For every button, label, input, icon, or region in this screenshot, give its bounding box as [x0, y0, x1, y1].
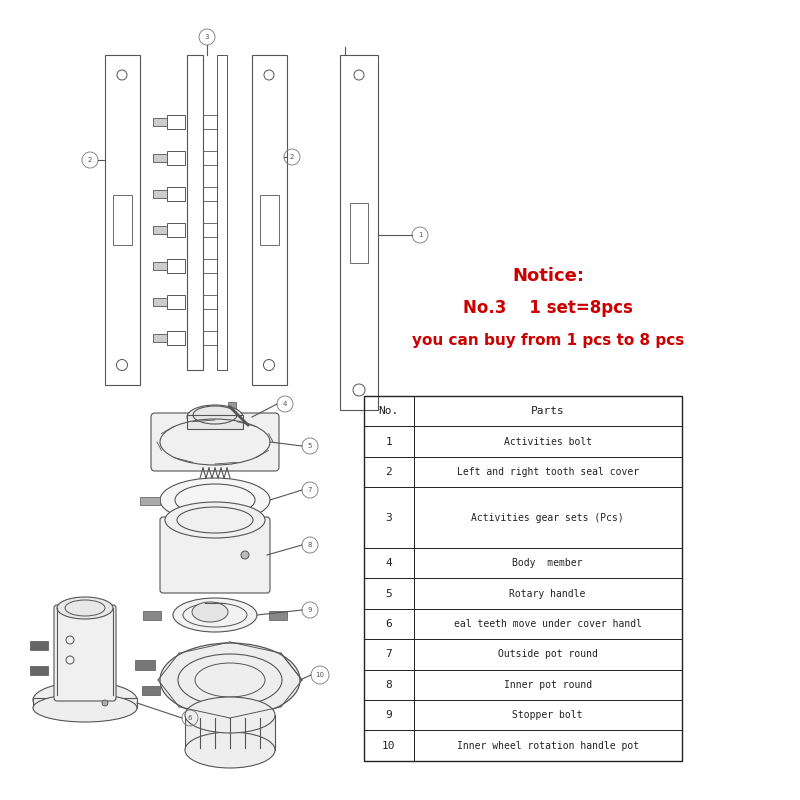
Bar [350, 203, 368, 263]
Bar [153, 262, 167, 270]
Bar [269, 611, 287, 620]
Text: Activities gear sets (Pcs): Activities gear sets (Pcs) [471, 513, 624, 522]
Bar [187, 415, 243, 429]
Text: you can buy from 1 pcs to 8 pcs: you can buy from 1 pcs to 8 pcs [412, 333, 684, 347]
Bar [203, 151, 217, 165]
Ellipse shape [165, 502, 265, 538]
Bar [203, 187, 217, 201]
Text: Activities bolt: Activities bolt [503, 437, 592, 446]
Text: 2: 2 [386, 467, 392, 477]
Text: 3: 3 [205, 34, 210, 40]
Circle shape [102, 700, 108, 706]
Bar [364, 396, 682, 761]
Text: 9: 9 [386, 710, 392, 720]
Bar [167, 187, 185, 201]
Ellipse shape [187, 405, 243, 429]
Bar [135, 660, 155, 670]
Text: Body  member: Body member [512, 558, 583, 568]
Bar [260, 195, 279, 245]
Bar [113, 195, 132, 245]
Bar [203, 331, 217, 345]
Text: 5: 5 [386, 589, 392, 598]
Bar [143, 611, 161, 620]
Bar [203, 115, 217, 129]
Text: Notice:: Notice: [512, 267, 584, 285]
FancyBboxPatch shape [54, 605, 116, 701]
Bar [30, 641, 48, 650]
Text: Parts: Parts [530, 406, 565, 416]
Ellipse shape [57, 597, 113, 619]
Text: 4: 4 [386, 558, 392, 568]
Bar [167, 115, 185, 129]
Bar [153, 190, 167, 198]
Bar [203, 259, 217, 273]
Ellipse shape [173, 598, 257, 632]
Circle shape [241, 551, 249, 559]
Text: 7: 7 [386, 650, 392, 659]
Bar [217, 55, 227, 370]
Bar [167, 331, 185, 345]
Ellipse shape [185, 697, 275, 733]
Text: 1: 1 [418, 232, 422, 238]
Text: Inner wheel rotation handle pot: Inner wheel rotation handle pot [457, 741, 638, 750]
Text: 10: 10 [382, 741, 395, 750]
Bar [167, 151, 185, 165]
Text: Inner pot round: Inner pot round [503, 680, 592, 690]
Text: 1: 1 [386, 437, 392, 446]
Bar [142, 686, 160, 695]
FancyBboxPatch shape [151, 413, 279, 471]
Ellipse shape [185, 732, 275, 768]
Bar [203, 295, 217, 309]
Text: 2: 2 [88, 157, 92, 163]
Bar [340, 55, 378, 410]
Text: 9: 9 [308, 607, 312, 613]
Ellipse shape [160, 643, 300, 717]
Bar [203, 223, 217, 237]
Bar [167, 223, 185, 237]
Bar [33, 698, 137, 708]
Bar [30, 666, 48, 675]
Bar [167, 259, 185, 273]
FancyBboxPatch shape [160, 517, 270, 593]
Text: No.: No. [378, 406, 399, 416]
Bar [244, 421, 252, 429]
Text: eal teeth move under cover handl: eal teeth move under cover handl [454, 619, 642, 629]
Text: 10: 10 [315, 672, 325, 678]
Bar [140, 497, 160, 505]
Text: 3: 3 [386, 513, 392, 522]
Text: 8: 8 [308, 542, 312, 548]
Bar [153, 118, 167, 126]
Text: Rotary handle: Rotary handle [510, 589, 586, 598]
Bar [153, 298, 167, 306]
Ellipse shape [33, 682, 137, 718]
Bar [228, 402, 236, 410]
Text: 8: 8 [386, 680, 392, 690]
Text: 6: 6 [386, 619, 392, 629]
Ellipse shape [160, 478, 270, 522]
Bar [167, 295, 185, 309]
Ellipse shape [192, 602, 228, 622]
Bar [153, 154, 167, 162]
Text: Stopper bolt: Stopper bolt [512, 710, 583, 720]
Text: 4: 4 [283, 401, 287, 407]
Bar [105, 55, 140, 385]
Text: 7: 7 [308, 487, 312, 493]
Ellipse shape [33, 694, 137, 722]
Text: Outside pot round: Outside pot round [498, 650, 598, 659]
Bar [153, 226, 167, 234]
Bar [185, 715, 275, 750]
Text: 6: 6 [188, 715, 192, 721]
Bar [252, 55, 287, 385]
Text: Left and right tooth seal cover: Left and right tooth seal cover [457, 467, 638, 477]
Text: 2: 2 [290, 154, 294, 160]
Text: 5: 5 [308, 443, 312, 449]
Text: No.3    1 set=8pcs: No.3 1 set=8pcs [463, 299, 633, 317]
Bar [153, 334, 167, 342]
Bar [187, 55, 203, 370]
